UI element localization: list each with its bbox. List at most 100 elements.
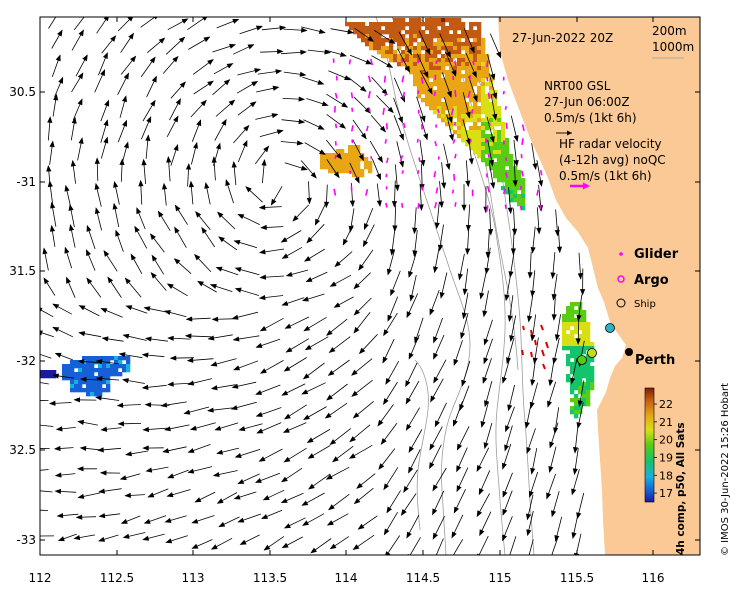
sst-cell [461, 66, 466, 71]
current-arrow-head [141, 384, 149, 390]
sst-cell [582, 398, 587, 403]
sst-cell [574, 350, 579, 355]
sst-cell [409, 54, 414, 59]
current-arrow-head [353, 282, 360, 290]
sst-cell [566, 378, 571, 383]
sst-cell [457, 22, 462, 27]
sst-cell [441, 90, 446, 95]
sst-cell [449, 70, 454, 75]
current-arrow-head [476, 464, 482, 472]
sst-cell [453, 86, 458, 91]
current-arrow-head [324, 49, 332, 55]
current-arrow-head [432, 532, 439, 540]
hf-radar-arrow [417, 59, 420, 64]
current-arrow-head [86, 249, 91, 257]
current-arrow-head [174, 226, 180, 234]
sst-cell [574, 318, 579, 323]
sst-cell [44, 370, 49, 375]
current-arrow-head [556, 246, 563, 254]
sst-cell [517, 178, 522, 183]
sst-cell [114, 360, 119, 365]
current-arrow-head [502, 490, 508, 498]
current-arrow-head [283, 365, 291, 372]
sst-cell [421, 54, 426, 59]
sst-cell [562, 322, 567, 327]
sst-cell [457, 134, 462, 139]
sst-cell [489, 134, 494, 139]
hf-radar-arrow [536, 189, 539, 196]
current-arrow-head [117, 421, 125, 427]
y-tick-label: 32.5 [9, 443, 36, 457]
sst-cell [473, 38, 478, 43]
sst-cell [352, 173, 357, 178]
sst-cell [437, 62, 442, 67]
sst-cell [489, 82, 494, 87]
current-arrow-head [181, 18, 189, 24]
current-arrow-head [230, 405, 238, 411]
current-arrow-head [276, 129, 284, 135]
sst-cell [465, 66, 470, 71]
sst-cell [353, 26, 358, 31]
sst-cell [409, 34, 414, 39]
current-arrow-head [124, 492, 131, 498]
sst-cell [82, 364, 87, 369]
current-arrow-head [303, 414, 310, 421]
sst-cell [586, 390, 591, 395]
sst-cell [509, 170, 514, 175]
hf-radar-arrow [367, 91, 371, 99]
sst-cell [578, 334, 583, 339]
sst-cell [574, 406, 579, 411]
sst-cell [586, 394, 591, 399]
current-arrow-head [255, 342, 263, 348]
hf-radar-arrow [418, 157, 421, 163]
sst-cell [66, 364, 71, 369]
sst-cell [449, 98, 454, 103]
sst-cell [461, 110, 466, 115]
sst-cell [473, 102, 478, 107]
sst-cell [566, 346, 571, 351]
sst-cell [361, 34, 366, 39]
sst-cell [570, 354, 575, 359]
current-arrow-head [52, 326, 60, 333]
sst-cell [94, 384, 99, 389]
sst-cell [485, 126, 490, 131]
hf-radar-arrow [521, 124, 525, 131]
current-arrow-head [405, 397, 412, 405]
current-arrow [40, 309, 54, 318]
sst-cell [401, 22, 406, 27]
sst-cell [501, 150, 506, 155]
current-arrow-head [300, 49, 307, 55]
current-arrow-head [524, 421, 530, 429]
sst-cell [477, 90, 482, 95]
sst-cell [473, 150, 478, 155]
sst-cell [429, 58, 434, 63]
hf-radar-arrow [486, 185, 491, 193]
sst-cell [90, 376, 95, 381]
sst-cell [586, 402, 591, 407]
current-arrow-head [377, 419, 384, 427]
sst-cell [449, 126, 454, 131]
sst-cell [429, 26, 434, 31]
sst-cell [389, 30, 394, 35]
sst-cell [373, 26, 378, 31]
current-arrow-head [179, 81, 186, 88]
current-arrow-head [95, 395, 102, 401]
current-arrow-head [447, 116, 453, 124]
current-arrow-head [513, 135, 519, 143]
sst-cell [517, 198, 522, 203]
current-arrow-head [489, 136, 495, 143]
sst-cell [477, 50, 482, 55]
sst-cell [501, 138, 506, 143]
current-arrow [40, 509, 49, 511]
sst-cell [445, 70, 450, 75]
current-arrow-head [143, 518, 151, 524]
current-arrow-head [245, 186, 252, 193]
current-arrow-head [231, 383, 239, 389]
current-arrow-head [238, 426, 246, 432]
sst-cell [417, 42, 422, 47]
current-arrow-head [376, 173, 381, 181]
sst-cell [509, 166, 514, 171]
sst-cell [582, 334, 587, 339]
sst-cell [497, 146, 502, 151]
sst-cell [461, 58, 466, 63]
